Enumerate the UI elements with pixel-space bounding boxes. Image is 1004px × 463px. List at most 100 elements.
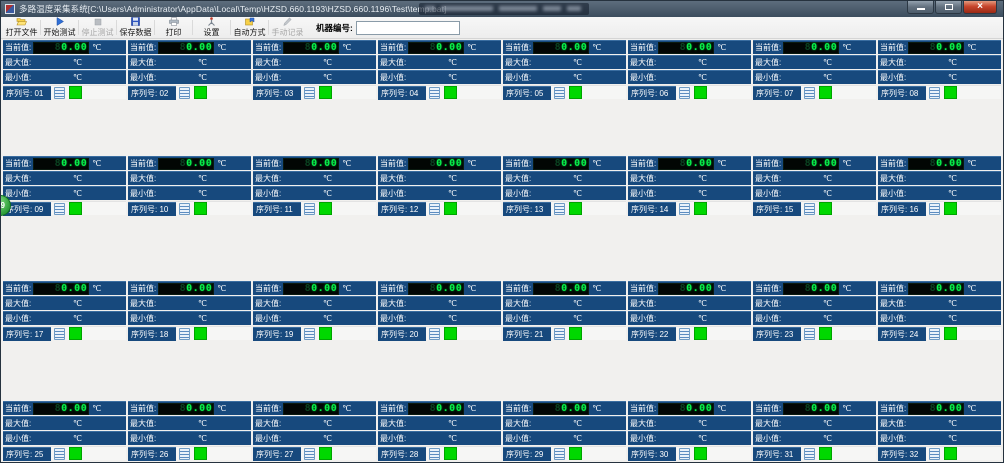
note-icon[interactable] — [54, 86, 65, 99]
note-icon[interactable] — [804, 327, 815, 340]
current-value-row: 当前值: 8 0.00 ℃ — [253, 40, 376, 54]
celsius-unit: ℃ — [948, 58, 957, 67]
current-value: 0.00 — [811, 282, 838, 294]
serial-label: 序列号: 30 — [631, 449, 669, 459]
celsius-unit: ℃ — [73, 299, 82, 308]
note-icon[interactable] — [679, 86, 690, 99]
button-label: 开始测试 — [43, 28, 76, 37]
button-label: 保存数据 — [119, 28, 152, 37]
max-value-row: 最大值: ℃ — [628, 55, 751, 69]
note-icon[interactable] — [804, 202, 815, 215]
note-icon[interactable] — [54, 202, 65, 215]
current-value: 0.00 — [311, 41, 338, 53]
printer-icon — [168, 17, 179, 26]
max-value-row: 最大值: ℃ — [753, 55, 876, 69]
note-icon[interactable] — [304, 447, 315, 460]
machine-number-label: 机器编号: — [316, 22, 353, 33]
current-value-label: 当前值: — [755, 284, 782, 293]
minimize-button[interactable] — [907, 1, 934, 14]
max-value-row: 最大值: ℃ — [253, 296, 376, 310]
stop-test-button[interactable]: 停止测试 — [79, 17, 116, 38]
note-icon[interactable] — [804, 447, 815, 460]
current-value-row: 当前值: 8 0.00 ℃ — [628, 401, 751, 415]
max-value-label: 最大值: — [630, 58, 657, 67]
open-file-button[interactable]: 打开文件 — [3, 17, 40, 38]
seven-segment-display: 8 0.00 — [408, 41, 465, 54]
min-value-label: 最小值: — [630, 314, 657, 323]
max-value-row: 最大值: ℃ — [378, 296, 501, 310]
note-icon[interactable] — [54, 447, 65, 460]
status-indicator — [444, 447, 457, 460]
note-icon[interactable] — [54, 327, 65, 340]
window-controls: × — [906, 1, 997, 14]
display-ghost-digit: 8 — [929, 157, 937, 169]
manual-record-button[interactable]: 手动记录 — [269, 17, 306, 38]
serial-label: 序列号: 16 — [881, 204, 919, 214]
note-icon[interactable] — [179, 327, 190, 340]
serial-row: 序列号: 25 — [3, 446, 126, 461]
current-value: 0.00 — [686, 282, 713, 294]
auto-mode-button[interactable]: 自动方式 — [231, 17, 268, 38]
close-button[interactable]: × — [963, 1, 997, 14]
maximize-button[interactable] — [935, 1, 962, 14]
status-indicator — [69, 447, 82, 460]
current-value-label: 当前值: — [255, 43, 282, 52]
panel-strip: 当前值: 8 0.00 ℃ 最大值: ℃ 最小值: ℃ 序列号: 01 当前值: — [3, 40, 1001, 100]
max-value-label: 最大值: — [630, 419, 657, 428]
note-icon[interactable] — [429, 202, 440, 215]
note-icon[interactable] — [429, 447, 440, 460]
min-value-label: 最小值: — [630, 73, 657, 82]
celsius-unit: ℃ — [448, 314, 457, 323]
celsius-unit: ℃ — [92, 159, 102, 168]
serial-number: 序列号: 26 — [128, 446, 176, 461]
serial-row: 序列号: 30 — [628, 446, 751, 461]
print-button[interactable]: 打印 — [155, 17, 192, 38]
panel-strip: 当前值: 8 0.00 ℃ 最大值: ℃ 最小值: ℃ 序列号: 25 当前值: — [3, 401, 1001, 461]
serial-label: 序列号: 31 — [756, 449, 794, 459]
display-ghost-digit: 8 — [929, 402, 937, 414]
machine-number-input[interactable] — [355, 20, 460, 35]
note-icon[interactable] — [179, 202, 190, 215]
max-value-row: 最大值: ℃ — [253, 55, 376, 69]
settings-button[interactable]: 设置 — [193, 17, 230, 38]
current-value-label: 当前值: — [380, 43, 407, 52]
seven-segment-display: 8 0.00 — [533, 41, 590, 54]
note-icon[interactable] — [929, 202, 940, 215]
button-label: 自动方式 — [233, 28, 266, 37]
note-icon[interactable] — [679, 447, 690, 460]
note-icon[interactable] — [304, 86, 315, 99]
current-value: 0.00 — [311, 157, 338, 169]
note-icon[interactable] — [304, 202, 315, 215]
note-icon[interactable] — [179, 447, 190, 460]
note-icon[interactable] — [304, 327, 315, 340]
note-icon[interactable] — [179, 86, 190, 99]
note-icon[interactable] — [679, 202, 690, 215]
note-icon[interactable] — [429, 86, 440, 99]
note-icon[interactable] — [929, 327, 940, 340]
celsius-unit: ℃ — [198, 299, 207, 308]
note-icon[interactable] — [804, 86, 815, 99]
note-icon[interactable] — [554, 202, 565, 215]
note-icon[interactable] — [929, 86, 940, 99]
celsius-unit: ℃ — [467, 159, 477, 168]
min-value-label: 最小值: — [5, 434, 32, 443]
current-value-row: 当前值: 8 0.00 ℃ — [503, 401, 626, 415]
panel-strip: 当前值: 8 0.00 ℃ 最大值: ℃ 最小值: ℃ 序列号: 17 当前值: — [3, 281, 1001, 341]
current-value-label: 当前值: — [380, 159, 407, 168]
serial-label: 序列号: 28 — [381, 449, 419, 459]
start-test-button[interactable]: 开始测试 — [41, 17, 78, 38]
note-icon[interactable] — [679, 327, 690, 340]
serial-row: 序列号: 17 — [3, 326, 126, 341]
note-icon[interactable] — [554, 327, 565, 340]
note-icon[interactable] — [429, 327, 440, 340]
note-icon[interactable] — [554, 86, 565, 99]
note-icon[interactable] — [929, 447, 940, 460]
celsius-unit: ℃ — [842, 404, 852, 413]
celsius-unit: ℃ — [948, 174, 957, 183]
save-data-button[interactable]: 保存数据 — [117, 17, 154, 38]
current-value-label: 当前值: — [380, 404, 407, 413]
current-value-label: 当前值: — [755, 43, 782, 52]
note-icon[interactable] — [554, 447, 565, 460]
serial-label: 序列号: 17 — [6, 329, 44, 339]
celsius-unit: ℃ — [323, 314, 332, 323]
